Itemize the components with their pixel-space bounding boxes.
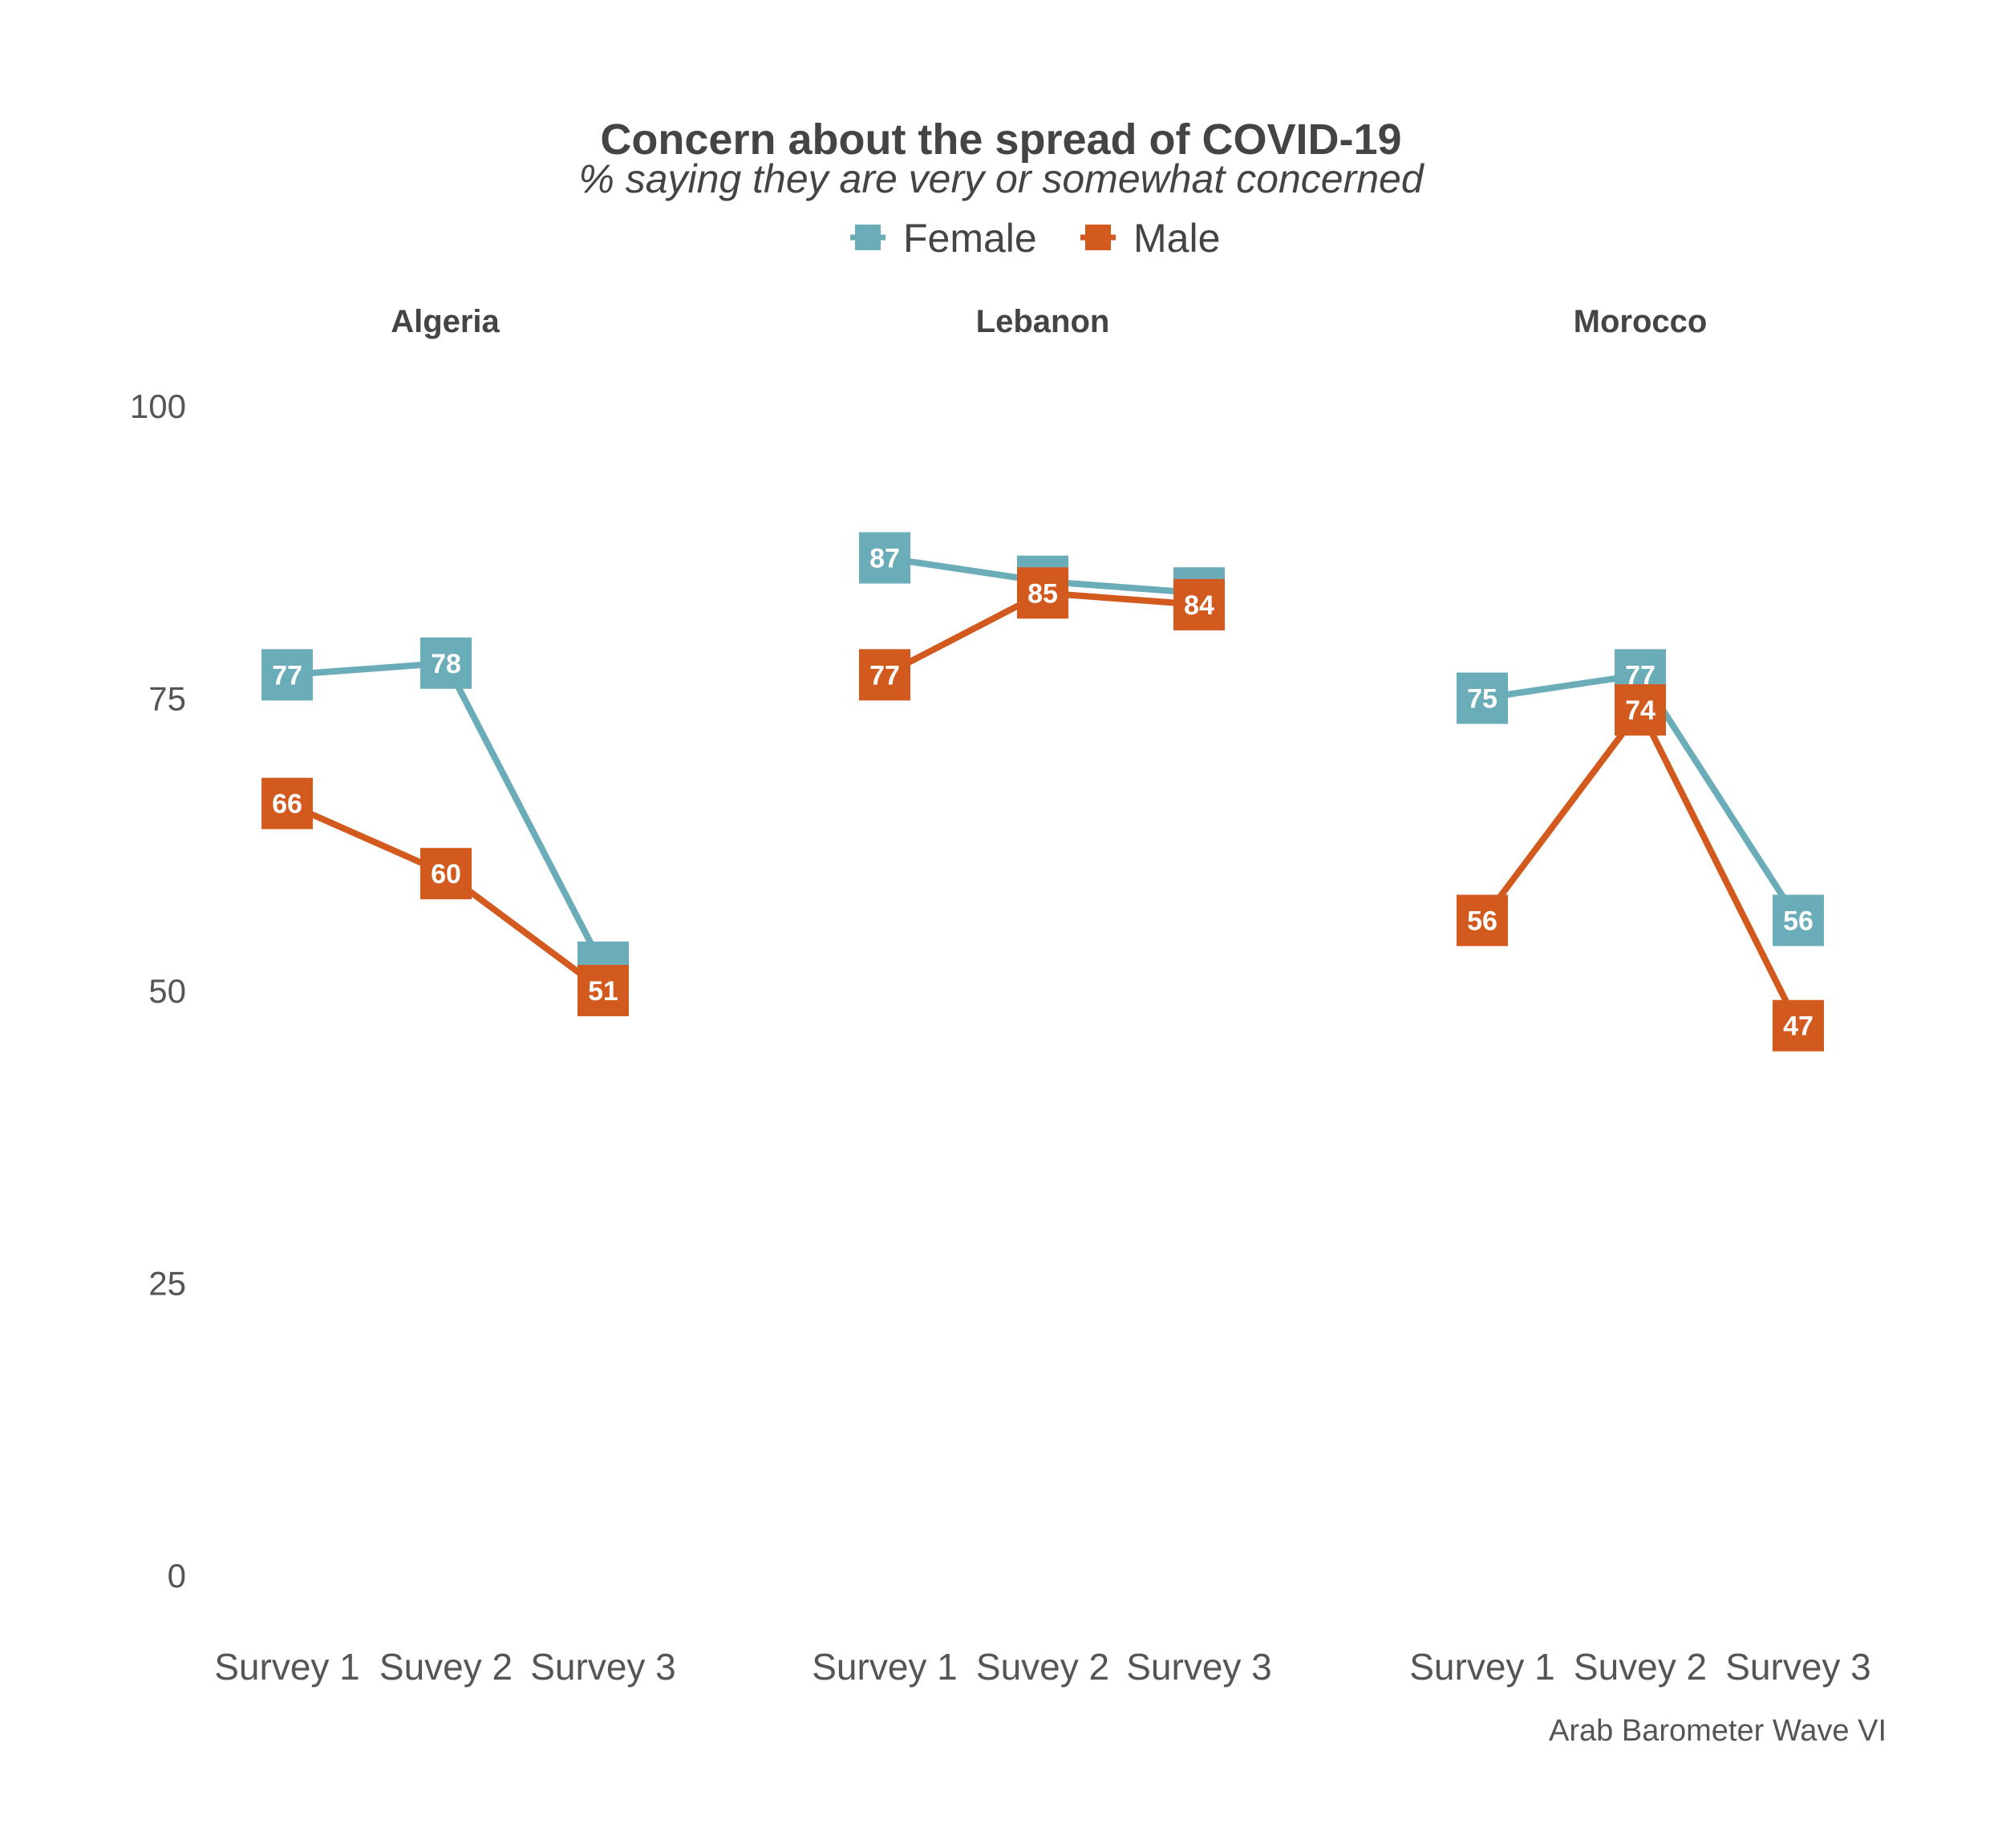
data-label-male: 51 <box>588 976 618 1007</box>
legend-male-swatch <box>1085 225 1111 250</box>
data-label-male: 74 <box>1625 695 1656 726</box>
series-line-female <box>286 659 606 969</box>
y-tick-label: 0 <box>168 1557 186 1595</box>
legend-item-female: Female <box>850 216 1037 261</box>
x-tick-label: Suvey 2 <box>379 1646 513 1688</box>
point-marker-male <box>1173 578 1225 630</box>
x-tick-label: Survey 3 <box>530 1646 676 1688</box>
point-marker-male <box>1615 684 1666 736</box>
data-label-female: 75 <box>1467 684 1497 715</box>
y-tick-label: 100 <box>130 387 186 425</box>
y-tick-label: 75 <box>148 680 186 718</box>
legend: Female Male <box>850 216 1220 261</box>
chart-caption: Arab Barometer Wave VI <box>1549 1714 1886 1748</box>
x-tick-label: Survey 3 <box>1725 1646 1871 1688</box>
panel-title: Algeria <box>391 304 500 339</box>
data-label-male: 77 <box>869 660 900 691</box>
legend-female-swatch <box>855 225 881 250</box>
data-label-female: 56 <box>1783 906 1814 937</box>
x-tick-label: Survey 1 <box>1409 1646 1555 1688</box>
panel-title: Morocco <box>1574 304 1708 339</box>
point-marker-male <box>1457 894 1508 946</box>
data-label-female: 77 <box>272 660 302 691</box>
chart-subtitle: % saying they are very or somewhat conce… <box>578 156 1424 201</box>
point-marker-female <box>261 649 313 701</box>
point-marker-female <box>420 637 472 689</box>
panel-algeria: Algeria Survey 1 Suvey 2 Survey 3 77 78 66 60 51 <box>214 304 676 1688</box>
data-label-male: 60 <box>431 859 461 890</box>
data-label-male: 47 <box>1783 1011 1814 1042</box>
x-tick-label: Survey 1 <box>812 1646 958 1688</box>
x-tick-label: Survey 1 <box>214 1646 360 1688</box>
data-label-male: 56 <box>1467 906 1497 937</box>
point-marker-male <box>859 649 910 701</box>
chart-title: Concern about the spread of COVID-19 <box>600 116 1401 164</box>
panels: Algeria Survey 1 Suvey 2 Survey 3 77 78 66 60 51… <box>214 304 1871 1688</box>
data-label-male: 84 <box>1184 590 1214 621</box>
point-marker-male <box>1773 999 1824 1052</box>
x-tick-label: Suvey 2 <box>1574 1646 1707 1688</box>
point-marker-male <box>1017 567 1068 619</box>
panel-lebanon: Lebanon Survey 1 Suvey 2 Survey 3 87 77 85 84 <box>812 304 1272 1688</box>
data-label-male: 66 <box>272 789 302 820</box>
y-axis: 0 25 50 75 100 <box>130 387 186 1595</box>
point-marker-male <box>420 848 472 900</box>
x-tick-label: Survey 3 <box>1126 1646 1272 1688</box>
panel-title: Lebanon <box>976 304 1110 339</box>
data-label-female: 78 <box>431 649 461 679</box>
data-label-male: 85 <box>1027 578 1058 609</box>
legend-female-label: Female <box>903 216 1037 261</box>
y-tick-label: 50 <box>148 972 186 1010</box>
x-tick-label: Suvey 2 <box>976 1646 1109 1688</box>
data-label-female: 87 <box>869 544 900 574</box>
y-tick-label: 25 <box>148 1265 186 1303</box>
point-marker-male <box>261 777 313 829</box>
point-marker-male <box>578 965 629 1016</box>
point-marker-female <box>1457 672 1508 724</box>
point-marker-female <box>859 532 910 584</box>
series-line-male <box>1479 707 1801 1027</box>
legend-item-male: Male <box>1080 216 1220 261</box>
legend-male-label: Male <box>1133 216 1220 261</box>
point-marker-female <box>1773 894 1824 946</box>
